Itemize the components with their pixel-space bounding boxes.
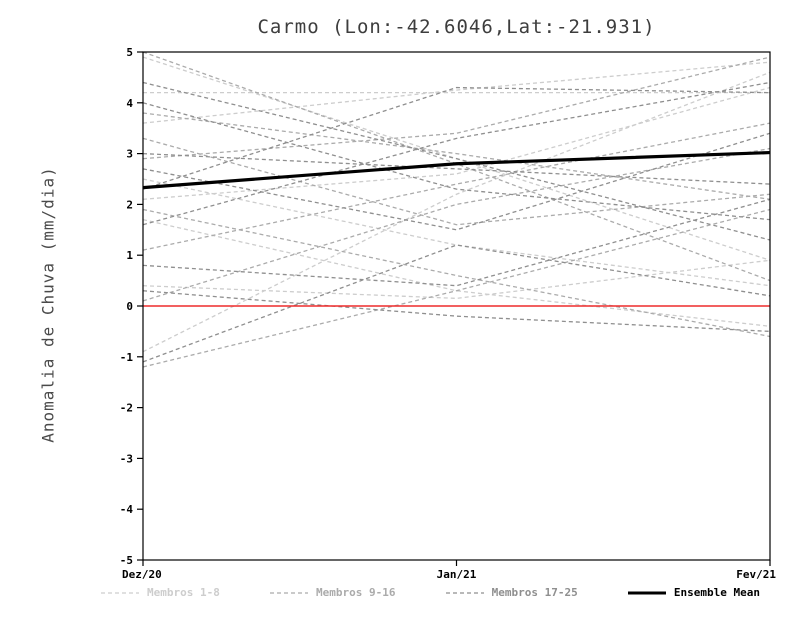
member-line xyxy=(142,81,771,241)
y-tick-label: -2 xyxy=(120,402,133,415)
legend-item-membros-1-8: Membros 1-8 xyxy=(100,586,220,599)
member-line xyxy=(142,147,771,302)
dashed-line-sample-icon xyxy=(445,591,484,594)
chart-title: Carmo (Lon:-42.6046,Lat:-21.931) xyxy=(257,16,656,38)
member-line xyxy=(142,259,771,300)
member-line xyxy=(142,219,771,327)
member-line xyxy=(142,86,771,190)
legend: Membros 1-8 Membros 9-16 Membros 17-25 E… xyxy=(100,586,760,599)
member-line xyxy=(142,112,771,200)
member-line xyxy=(142,132,771,231)
legend-label: Membros 9-16 xyxy=(316,586,396,599)
member-line xyxy=(142,198,771,287)
y-tick-label: -5 xyxy=(120,554,133,567)
y-tick-label: 4 xyxy=(126,97,133,110)
legend-item-membros-17-25: Membros 17-25 xyxy=(445,586,578,599)
legend-item-membros-9-16: Membros 9-16 xyxy=(269,586,396,599)
legend-label: Membros 17-25 xyxy=(491,586,578,599)
y-tick-label: -3 xyxy=(120,452,133,465)
member-line xyxy=(142,56,771,160)
x-tick-label: Jan/21 xyxy=(437,568,477,581)
dashed-line-sample-icon xyxy=(101,591,139,594)
member-line xyxy=(142,102,771,221)
y-tick-label: 5 xyxy=(126,46,133,59)
y-tick-label: -4 xyxy=(120,503,134,516)
member-line xyxy=(142,290,771,333)
member-line xyxy=(142,122,771,251)
member-line xyxy=(142,208,771,368)
member-line xyxy=(142,178,771,287)
legend-item-ensemble-mean: Ensemble Mean xyxy=(627,586,760,599)
member-line xyxy=(142,208,771,338)
x-tick-label: Fev/21 xyxy=(736,568,776,581)
x-tick-label: Dez/20 xyxy=(122,568,162,581)
member-line xyxy=(142,81,771,226)
legend-label: Ensemble Mean xyxy=(673,586,760,599)
legend-label: Membros 1-8 xyxy=(147,586,220,599)
member-line xyxy=(142,137,771,226)
member-line xyxy=(142,71,771,353)
y-tick-label: 2 xyxy=(126,198,133,211)
member-line xyxy=(142,51,771,282)
member-line xyxy=(142,86,771,200)
y-tick-label: 0 xyxy=(126,300,133,313)
solid-line-sample-icon xyxy=(627,591,666,594)
y-tick-label: 3 xyxy=(126,148,133,161)
y-tick-label: 1 xyxy=(126,249,133,262)
member-line xyxy=(142,61,771,124)
ensemble-mean-line xyxy=(142,150,771,190)
dashed-line-sample-icon xyxy=(270,591,309,594)
y-tick-label: -1 xyxy=(120,351,134,364)
member-line xyxy=(142,244,771,363)
